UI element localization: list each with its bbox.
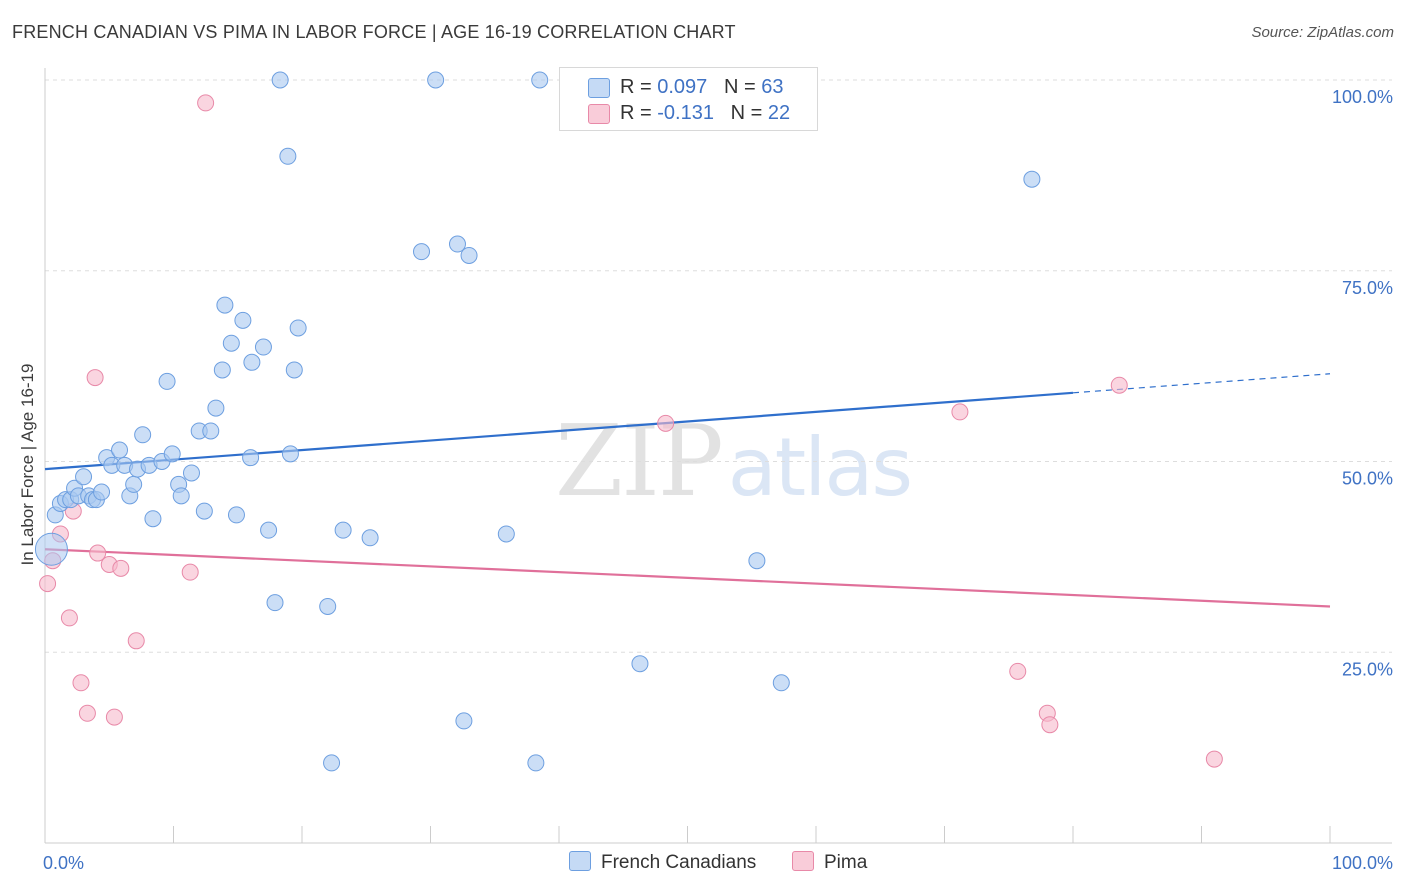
data-point-french-canadians <box>144 510 162 528</box>
legend-label: Pima <box>824 852 868 873</box>
data-point-french-canadians <box>413 243 431 261</box>
data-point-french-canadians <box>134 426 152 444</box>
data-point-french-canadians <box>334 521 352 539</box>
trendline-solid <box>44 391 1074 471</box>
data-point-french-canadians <box>234 311 252 329</box>
data-point-pima <box>951 403 969 421</box>
data-point-pima <box>78 704 96 722</box>
data-point-french-canadians <box>207 399 225 417</box>
y-tick-label: 100.0% <box>1332 87 1393 107</box>
data-point-french-canadians <box>271 71 289 89</box>
legend-text: R = -0.131 N = 22 <box>620 102 791 124</box>
legend-r-value: 0.097 <box>657 76 708 98</box>
y-tick-label: 50.0% <box>1342 469 1393 489</box>
data-point-french-canadians <box>319 597 337 615</box>
x-tick-label: 100.0% <box>1332 853 1393 873</box>
data-point-french-canadians <box>772 674 790 692</box>
data-point-pima <box>181 563 199 581</box>
data-point-french-canadians <box>222 334 240 352</box>
trendlines <box>44 373 1331 608</box>
data-point-french-canadians <box>427 71 445 89</box>
data-point-french-canadians <box>213 361 231 379</box>
french-canadian-points <box>34 71 1041 772</box>
data-point-french-canadians <box>93 483 111 501</box>
data-point-french-canadians <box>361 529 379 547</box>
data-point-french-canadians <box>260 521 278 539</box>
data-point-pima <box>105 708 123 726</box>
data-point-french-canadians <box>111 441 129 459</box>
data-point-pima <box>1205 750 1223 768</box>
y-tick-label: 25.0% <box>1342 659 1393 679</box>
legend-text: R = 0.097 N = 63 <box>620 76 784 98</box>
data-point-french-canadians <box>182 464 200 482</box>
data-point-french-canadians <box>531 71 549 89</box>
source-label: Source: ZipAtlas.com <box>1251 24 1394 41</box>
legend-swatch-blue <box>569 851 591 871</box>
data-point-pima <box>60 609 78 627</box>
data-point-pima <box>89 544 107 562</box>
data-point-french-canadians <box>243 353 261 371</box>
data-point-french-canadians <box>242 449 260 467</box>
legend-n-value: 22 <box>767 102 791 124</box>
data-point-french-canadians <box>323 754 341 772</box>
data-point-pima <box>1041 716 1059 734</box>
data-point-french-canadians <box>125 475 143 493</box>
data-point-french-canadians <box>448 235 466 253</box>
data-point-french-canadians <box>266 594 284 612</box>
data-point-pima <box>39 575 57 593</box>
data-point-french-canadians <box>195 502 213 520</box>
axes <box>44 68 1392 844</box>
data-point-french-canadians <box>75 468 93 486</box>
trendline-solid <box>44 548 1331 608</box>
data-point-french-canadians <box>285 361 303 379</box>
correlation-legend: R = 0.097 N = 63 R = -0.131 N = 22 <box>559 67 818 131</box>
data-point-pima <box>86 369 104 387</box>
legend-swatch-pink <box>792 851 814 871</box>
data-point-french-canadians <box>227 506 245 524</box>
bottom-legend-french-canadians: French Canadians <box>569 851 756 874</box>
data-point-french-canadians <box>1023 170 1041 188</box>
data-point-french-canadians <box>163 445 181 463</box>
legend-swatch-blue <box>588 78 610 98</box>
data-point-french-canadians <box>216 296 234 314</box>
data-point-french-canadians <box>455 712 473 730</box>
legend-r-value: -0.131 <box>657 102 714 124</box>
chart-title: FRENCH CANADIAN VS PIMA IN LABOR FORCE |… <box>12 22 736 42</box>
pima-points <box>39 94 1223 768</box>
data-point-french-canadians <box>497 525 515 543</box>
data-point-french-canadians <box>748 552 766 570</box>
axis-labels: 25.0% 50.0% 75.0% 100.0% 0.0% 100.0% In Labor … <box>18 87 1393 873</box>
trendline-dashed <box>1072 373 1331 394</box>
bottom-legend-pima: Pima <box>792 851 867 874</box>
data-point-french-canadians <box>158 372 176 390</box>
data-point-french-canadians <box>289 319 307 337</box>
data-point-french-canadians <box>281 445 299 463</box>
data-point-french-canadians <box>460 246 478 264</box>
data-point-pima <box>1110 376 1128 394</box>
data-point-pima <box>657 414 675 432</box>
legend-n-value: 63 <box>761 76 784 98</box>
data-point-pima <box>197 94 215 112</box>
y-axis-title: In Labor Force | Age 16-19 <box>18 364 37 566</box>
data-point-french-canadians <box>279 147 297 165</box>
y-tick-label: 75.0% <box>1342 278 1393 298</box>
data-point-french-canadians <box>527 754 545 772</box>
x-tick-label: 0.0% <box>43 853 84 873</box>
watermark-atlas: atlas <box>727 421 913 514</box>
data-point-french-canadians <box>202 422 220 440</box>
data-point-french-canadians <box>254 338 272 356</box>
data-point-pima <box>72 674 90 692</box>
data-point-french-canadians <box>631 655 649 673</box>
data-point-french-canadians <box>172 487 190 505</box>
data-point-pima <box>127 632 145 650</box>
data-point-french-canadians <box>34 532 68 566</box>
legend-label: French Canadians <box>601 852 757 873</box>
data-point-pima <box>1009 662 1027 680</box>
legend-swatch-pink <box>588 104 610 124</box>
data-point-pima <box>112 559 130 577</box>
